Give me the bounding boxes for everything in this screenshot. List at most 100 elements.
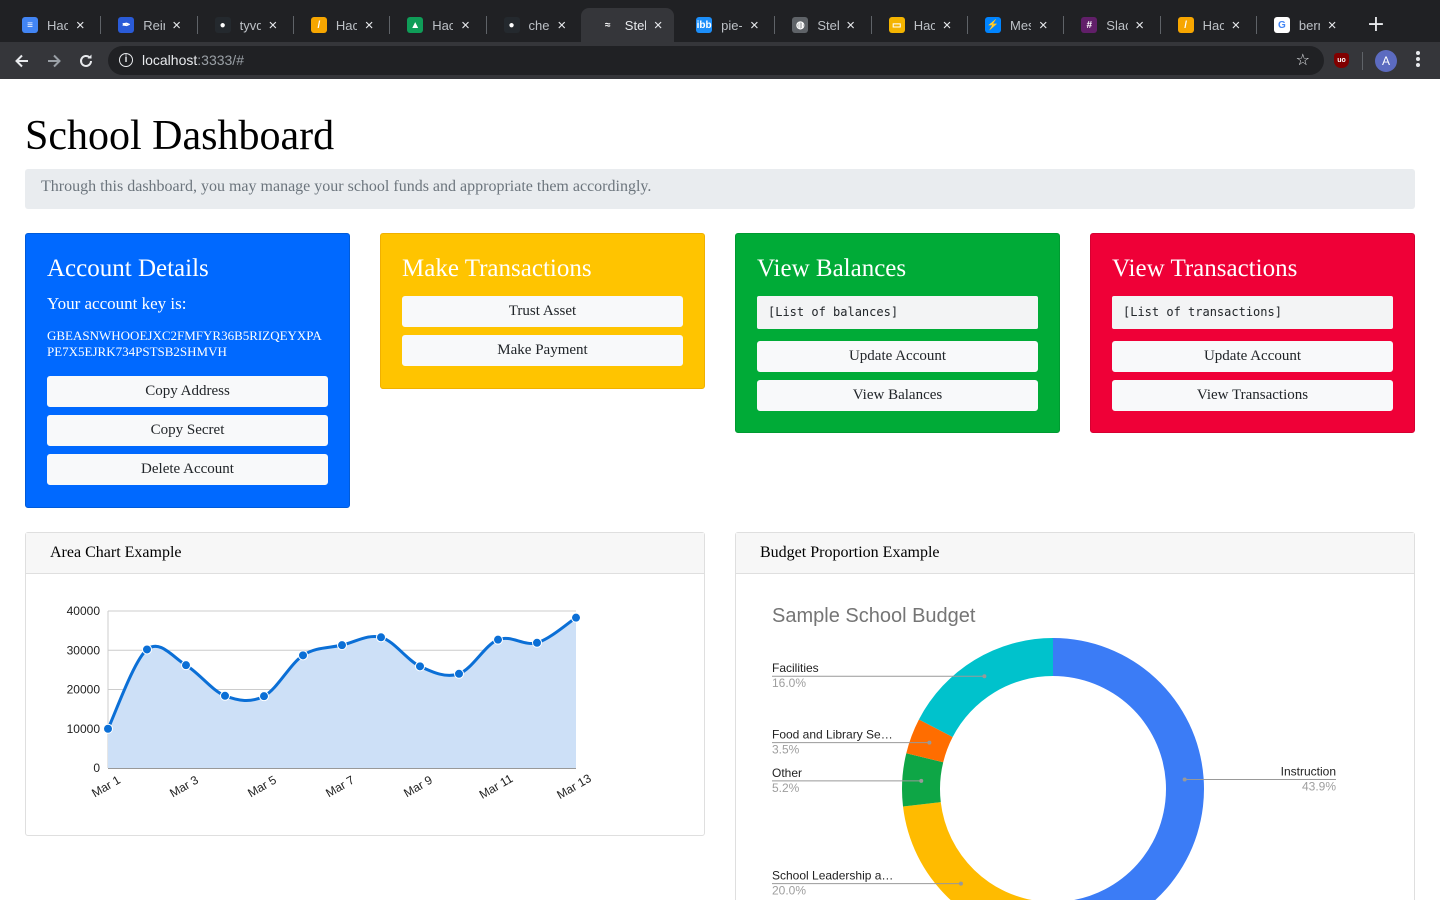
tab-title: pie-C: [721, 17, 743, 33]
tab-separator: [967, 16, 968, 34]
browser-tab[interactable]: Gbernie ×: [1255, 8, 1348, 42]
browser-menu-icon[interactable]: [1411, 51, 1425, 71]
back-arrow-icon: [15, 54, 28, 68]
ublock-extension-icon[interactable]: uo: [1334, 53, 1349, 68]
leader-dot: [919, 778, 924, 783]
bookmark-star-icon[interactable]: ☆: [1295, 50, 1310, 69]
account-key-label: Your account key is:: [47, 294, 187, 313]
browser-tab[interactable]: ≈ Stella ×: [580, 8, 675, 42]
back-button[interactable]: [8, 47, 36, 75]
data-point: [298, 650, 308, 661]
view-balances-button[interactable]: View Balances: [757, 380, 1038, 411]
google-drive-icon: ▲: [407, 17, 424, 33]
close-tab-icon[interactable]: ×: [1038, 16, 1048, 34]
browser-tab[interactable]: ⚡ Mess ×: [966, 8, 1059, 42]
close-tab-icon[interactable]: ×: [461, 16, 470, 34]
x-tick-label: Mar 9: [401, 773, 435, 801]
close-tab-icon[interactable]: ×: [557, 16, 567, 34]
forward-arrow-icon: [48, 54, 61, 68]
account-details-title: Account Details: [47, 255, 209, 282]
slice-label: Food and Library Se…: [772, 728, 893, 742]
close-tab-icon[interactable]: ×: [75, 16, 85, 34]
leader-dot: [982, 674, 987, 679]
new-tab-button[interactable]: +: [1366, 12, 1386, 37]
slice-percent: 3.5%: [772, 743, 800, 757]
donut-slice: [903, 802, 1033, 900]
close-tab-icon[interactable]: ×: [942, 16, 952, 34]
browser-tab[interactable]: ▭ Hackt ×: [870, 8, 963, 42]
y-tick-label: 0: [93, 761, 100, 775]
x-tick-label: Mar 5: [245, 773, 279, 801]
copy-address-button[interactable]: Copy Address: [47, 376, 328, 407]
stellar-icon: ≈: [599, 17, 616, 33]
tab-separator: [1159, 16, 1161, 34]
trust-asset-button[interactable]: Trust Asset: [402, 296, 683, 327]
browser-tab[interactable]: # Slack ×: [1062, 8, 1155, 42]
forward-button[interactable]: [40, 47, 68, 75]
x-tick-label: Mar 7: [323, 773, 357, 801]
data-point: [337, 640, 347, 651]
google-icon: G: [1273, 17, 1290, 33]
account-key-value: GBEASNWHOOEJXC2FMFYR36B5RIZQEYXPAPE7X5EJ…: [47, 328, 322, 359]
slice-label: Instruction: [1281, 765, 1336, 779]
donut-slice: [918, 638, 1053, 738]
close-tab-icon[interactable]: ×: [1327, 16, 1337, 34]
update-account-button[interactable]: Update Account: [757, 341, 1038, 372]
close-tab-icon[interactable]: ×: [653, 16, 663, 34]
devpost-icon: /: [310, 17, 327, 33]
slice-label: Facilities: [772, 661, 819, 675]
browser-tab[interactable]: / Hackt ×: [292, 8, 385, 42]
reload-button[interactable]: [72, 47, 100, 75]
messenger-icon: ⚡: [985, 17, 1001, 33]
browser-tab[interactable]: ◍ Stella ×: [773, 8, 866, 42]
update-account-button[interactable]: Update Account: [1112, 341, 1393, 372]
browser-tab[interactable]: ● tyvdh ×: [196, 8, 289, 42]
devpost-icon: /: [1177, 17, 1194, 33]
browser-tab-strip: + ≡ Hackt × ✒ Reinv × ● tyvdh × / Hackt × ▲ Hackt × ● ch…: [0, 0, 1440, 42]
data-point: [493, 634, 503, 645]
copy-secret-button[interactable]: Copy Secret: [47, 415, 328, 446]
data-point: [103, 723, 113, 734]
view-transactions-button[interactable]: View Transactions: [1112, 380, 1393, 411]
y-tick-label: 10000: [67, 722, 101, 736]
site-info-icon[interactable]: i: [119, 53, 133, 67]
area-chart-panel: Area Chart Example 0 10000 20000 30000 40000…: [25, 532, 705, 836]
slice-percent: 16.0%: [772, 676, 806, 690]
data-point: [532, 637, 542, 648]
close-tab-icon[interactable]: ×: [750, 16, 759, 34]
leader-dot: [958, 881, 963, 886]
data-point: [415, 661, 425, 672]
close-tab-icon[interactable]: ×: [172, 16, 181, 34]
close-tab-icon[interactable]: ×: [846, 16, 856, 34]
balances-list: [List of balances]: [757, 296, 1038, 329]
close-tab-icon[interactable]: ×: [268, 16, 278, 34]
browser-tab[interactable]: ▲ Hackt ×: [388, 8, 481, 42]
close-tab-icon[interactable]: ×: [1135, 16, 1144, 34]
browser-tab[interactable]: / Hackt ×: [1159, 8, 1252, 42]
browser-toolbar: i localhost:3333/# ☆ uo A: [0, 42, 1440, 79]
tab-separator: [292, 16, 294, 34]
delete-account-button[interactable]: Delete Account: [47, 454, 328, 485]
slack-icon: #: [1081, 17, 1098, 33]
make-transactions-card: Make Transactions Trust Asset Make Payme…: [380, 233, 705, 389]
browser-tab[interactable]: ● chena ×: [485, 8, 578, 42]
make-payment-button[interactable]: Make Payment: [402, 335, 683, 366]
y-tick-label: 40000: [67, 604, 101, 618]
globe-icon: ◍: [792, 17, 809, 33]
browser-tab[interactable]: ✒ Reinv ×: [99, 8, 192, 42]
address-url[interactable]: localhost:3333/#: [142, 52, 244, 68]
profile-avatar[interactable]: A: [1375, 50, 1397, 72]
data-point: [376, 632, 386, 643]
address-bar[interactable]: i localhost:3333/# ☆: [108, 46, 1324, 75]
slice-percent: 20.0%: [772, 884, 806, 898]
browser-tab[interactable]: ibb pie-C ×: [677, 8, 770, 42]
donut-slice: [1053, 638, 1204, 900]
tab-title: Hackt: [432, 17, 454, 33]
page-content: School Dashboard Through this dashboard,…: [0, 79, 1440, 900]
view-balances-card: View Balances [List of balances] Update …: [735, 233, 1060, 433]
close-tab-icon[interactable]: ×: [1231, 16, 1241, 34]
tab-separator: [485, 16, 487, 34]
tab-separator: [1063, 16, 1065, 34]
browser-tab[interactable]: ≡ Hackt ×: [3, 8, 96, 42]
close-tab-icon[interactable]: ×: [364, 16, 374, 34]
